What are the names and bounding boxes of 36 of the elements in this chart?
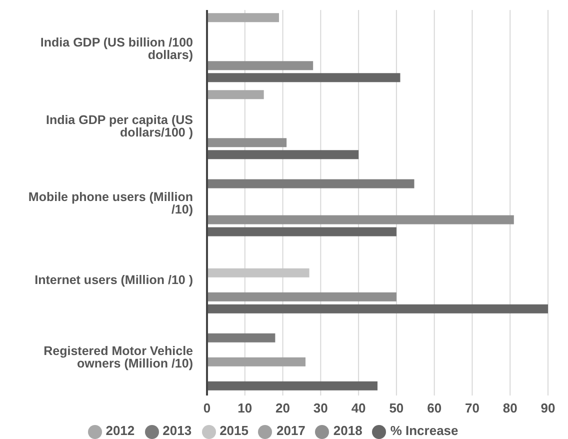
x-tick-label: 60 [427, 400, 442, 416]
bar [207, 381, 378, 390]
bar [207, 138, 287, 148]
legend-label: 2012 [106, 423, 135, 438]
legend-label: 2017 [276, 423, 306, 438]
x-tick-label: 30 [313, 400, 328, 416]
x-tick-label: 40 [351, 400, 366, 416]
bar [207, 227, 396, 236]
x-tick-label: 80 [502, 400, 518, 416]
legend-label: 2013 [162, 423, 192, 438]
bar [207, 90, 264, 100]
y-tick-label: India GDP per capita (US dollars/100 ) [46, 112, 193, 140]
bar [207, 292, 396, 302]
bar [207, 357, 306, 366]
bar [207, 73, 400, 82]
y-tick-label: Internet users (Million /10 ) [34, 273, 193, 288]
bar [207, 304, 548, 314]
y-tick-label: India GDP (US billion /100 dollars) [40, 36, 194, 62]
bar [207, 13, 279, 22]
x-tick-label: 0 [203, 400, 211, 416]
x-tick-label: 20 [276, 400, 290, 416]
x-tick-label: 90 [540, 400, 556, 416]
legend-label: % Increase [390, 423, 458, 438]
bar [207, 215, 514, 224]
x-tick-label: 10 [238, 400, 252, 416]
x-tick-label: 50 [389, 400, 404, 416]
bar [207, 333, 276, 342]
bar [207, 61, 314, 70]
bar [207, 268, 310, 278]
bar [207, 150, 359, 160]
x-tick-label: 70 [464, 400, 480, 416]
y-tick-label: Mobile phone users (Million /10) [28, 190, 193, 216]
legend-label: 2015 [220, 423, 248, 438]
bar [207, 179, 414, 188]
y-tick-label: Registered Motor Vehicle owners (Million /10) [44, 344, 194, 371]
legend-label: 2018 [333, 423, 362, 438]
